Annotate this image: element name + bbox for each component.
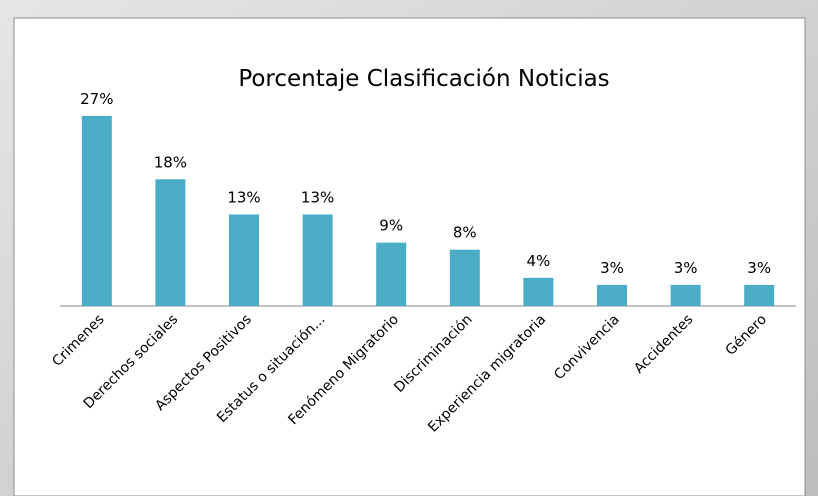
bar: [376, 242, 407, 306]
value-label: 13%: [301, 188, 334, 206]
bar: [81, 115, 112, 306]
value-label: 9%: [379, 217, 403, 235]
value-label: 4%: [527, 252, 551, 270]
value-label: 13%: [227, 188, 260, 206]
bar: [155, 179, 186, 306]
value-label: 27%: [80, 90, 113, 108]
value-label: 8%: [453, 224, 477, 242]
bar: [449, 249, 480, 306]
chart-title: Porcentaje Clasificación Noticias: [238, 66, 609, 92]
bar: [523, 277, 554, 306]
value-label: 3%: [600, 259, 624, 277]
bar: [302, 214, 333, 306]
bar: [744, 284, 775, 306]
bar: [670, 284, 701, 306]
chart-area: [13, 17, 806, 496]
bar: [229, 214, 259, 306]
value-label: 3%: [674, 259, 698, 277]
bar: [597, 284, 627, 306]
value-label: 18%: [154, 153, 187, 171]
value-label: 3%: [747, 259, 771, 277]
